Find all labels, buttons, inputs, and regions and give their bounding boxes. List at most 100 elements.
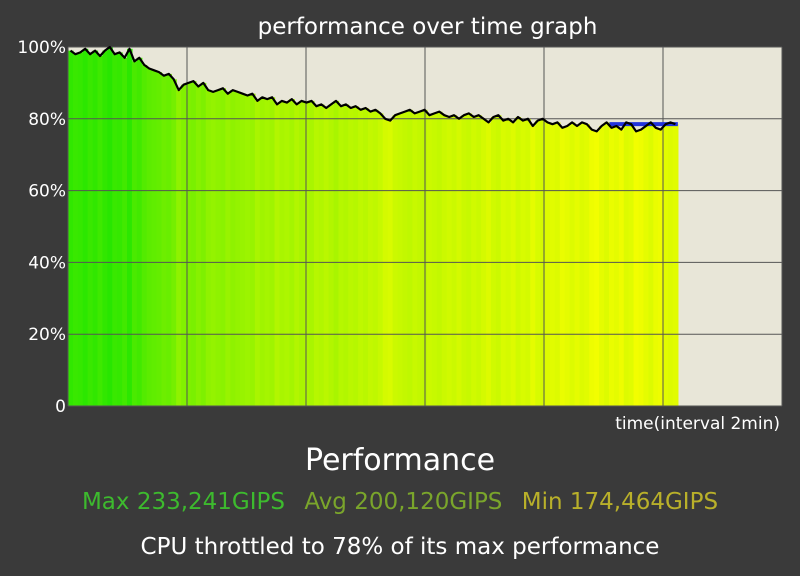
performance-bar (584, 124, 590, 406)
performance-bar (643, 125, 649, 406)
performance-bar (141, 64, 148, 406)
performance-bar (225, 93, 231, 407)
performance-bar (338, 106, 345, 407)
performance-bar (515, 117, 522, 406)
performance-bar (249, 93, 256, 407)
avg-performance: Avg 200,120GIPS (304, 489, 503, 515)
performance-bar (599, 125, 605, 406)
performance-bar (653, 127, 659, 407)
max-performance: Max 233,241GIPS (81, 489, 285, 515)
performance-bar (520, 120, 527, 406)
performance-bar (471, 117, 477, 406)
performance-bar (451, 115, 458, 407)
performance-bar (235, 91, 241, 406)
performance-bar (417, 111, 423, 407)
performance-bar (436, 111, 443, 407)
performance-bar (308, 100, 315, 406)
performance-bar (215, 90, 222, 406)
performance-bar (663, 124, 669, 406)
performance-bar (269, 97, 276, 406)
y-tick-label: 80% (28, 110, 66, 130)
performance-bar (412, 113, 418, 406)
performance-bar (166, 73, 172, 407)
performance-bar (431, 113, 438, 406)
performance-bar (609, 127, 615, 407)
y-tick-label: 20% (28, 325, 66, 345)
performance-bar (131, 61, 138, 407)
performance-bar (427, 115, 433, 407)
performance-bar (633, 131, 640, 407)
performance-bar (210, 91, 217, 406)
performance-bar (299, 100, 305, 406)
performance-bar (264, 99, 271, 407)
performance-bar (245, 95, 251, 406)
performance-bar (284, 102, 290, 407)
performance-bar (623, 122, 630, 406)
performance-bar (397, 113, 404, 406)
performance-bar (259, 97, 266, 406)
performance-bar (618, 129, 625, 406)
performance-bar (77, 52, 84, 406)
performance-bar (672, 124, 679, 406)
performance-bar (574, 125, 581, 406)
performance-bar (495, 115, 502, 407)
performance-bar (151, 70, 158, 407)
throttle-message: CPU throttled to 78% of its max performa… (140, 534, 660, 560)
performance-bar (112, 54, 118, 407)
performance-bar (358, 109, 364, 406)
performance-bar (186, 82, 192, 407)
x-axis-label: time(interval 2min) (615, 414, 780, 434)
performance-bar (658, 129, 664, 406)
performance-bar (107, 47, 113, 406)
performance-chart: 100% 80% 60% 40% 20% 0 time(interval 2min) (17, 38, 783, 434)
grid-lines (67, 46, 783, 407)
stats-row: Max 233,241GIPS Avg 200,120GIPS Min 174,… (0, 489, 800, 515)
performance-bar (549, 124, 556, 406)
performance-bar (333, 100, 340, 406)
performance-bar (87, 54, 94, 407)
min-performance: Min 174,464GIPS (521, 489, 719, 515)
performance-bar (318, 104, 325, 406)
chart-title: performance over time graph (257, 14, 598, 40)
performance-bar (569, 122, 576, 406)
y-tick-label: 60% (28, 182, 66, 202)
performance-bar (274, 104, 281, 406)
performance-bar (638, 129, 645, 406)
performance-bar (136, 57, 143, 407)
performance-bar (240, 93, 246, 407)
performance-bar (289, 99, 295, 407)
performance-bar (535, 120, 541, 406)
performance-bar (466, 113, 472, 406)
plot-area (67, 45, 783, 407)
performance-bar (392, 115, 399, 407)
performance-bar (195, 86, 202, 407)
performance-bar (486, 122, 492, 406)
performance-bar (279, 100, 286, 406)
performance-bar (127, 48, 133, 407)
performance-bar (500, 120, 507, 406)
performance-bar (146, 68, 153, 406)
performance-bar (161, 75, 167, 406)
performance-bar (254, 100, 261, 406)
performance-bar (176, 90, 182, 406)
performance-bar (92, 50, 99, 407)
performance-bar (102, 50, 108, 407)
performance-bar (328, 104, 335, 406)
y-axis-ticks: 100% 80% 60% 40% 20% 0 (17, 38, 66, 417)
performance-bar (97, 55, 104, 406)
performance-bar (559, 127, 566, 407)
performance-bar (68, 50, 74, 407)
performance-bar (377, 113, 384, 406)
performance-bar (594, 131, 600, 407)
performance-bar (446, 117, 453, 406)
performance-bar (476, 115, 482, 407)
performance-bar (220, 88, 226, 406)
performance-bar (368, 111, 374, 407)
performance-bar (613, 125, 620, 406)
performance-bar (490, 117, 497, 406)
performance-bar (343, 104, 349, 406)
performance-bar (554, 122, 561, 406)
performance-bar (156, 72, 163, 406)
performance-bar (200, 82, 207, 407)
